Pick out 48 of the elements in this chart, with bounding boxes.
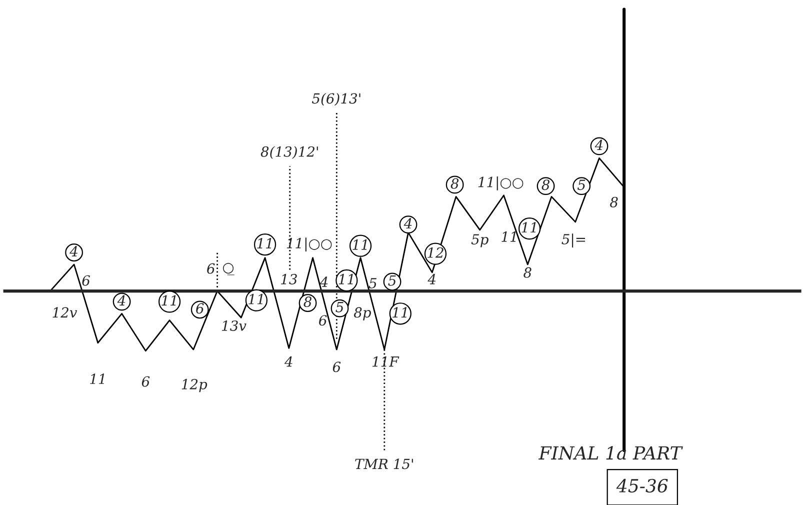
annotation: 5 [368, 278, 377, 288]
annotation: 11 [352, 239, 367, 250]
annotation: 5|= [562, 234, 586, 248]
annotation: 5p [471, 234, 488, 248]
annotation: 8 [524, 267, 532, 278]
annotation: 4 [320, 276, 328, 287]
text: TMR 15' [355, 458, 413, 470]
annotation: 8 [542, 180, 550, 190]
annotation: 11 [502, 231, 516, 242]
annotation: 13v [222, 320, 246, 331]
annotation: 4 [117, 295, 126, 306]
text: 45-36 [616, 478, 668, 493]
annotation: 13 [281, 274, 297, 284]
annotation: 8p [354, 307, 371, 320]
annotation: 4 [404, 218, 412, 228]
annotation: 6 [319, 315, 327, 326]
annotation: 11 [162, 295, 176, 306]
annotation: 11|○○ [286, 238, 332, 252]
text: 11F [372, 356, 400, 367]
text: 12p [182, 378, 208, 392]
annotation: 12 [428, 247, 444, 258]
annotation: 8 [304, 296, 312, 308]
annotation: 5 [577, 180, 586, 190]
text: 6 [332, 362, 341, 372]
text: 11 [90, 374, 104, 384]
annotation: 8 [610, 196, 618, 208]
annotation: 5 [388, 275, 396, 286]
annotation: 11 [522, 222, 536, 232]
annotation: 11 [392, 307, 406, 318]
annotation: 6 [196, 303, 204, 314]
annotation: 11 [338, 274, 353, 284]
annotation: 6 [207, 263, 215, 274]
annotation: 11 [248, 294, 263, 304]
annotation: 6 [82, 275, 90, 286]
annotation: 4 [70, 246, 78, 256]
annotation: ○̲ [222, 262, 234, 276]
text: 5(6)13' [312, 92, 360, 106]
annotation: 8(13)12' [260, 146, 318, 159]
text: 6 [142, 376, 150, 387]
annotation: 11|○○ [478, 176, 524, 190]
text: FINAL 1a PART [538, 446, 683, 460]
text: 4 [594, 140, 603, 150]
annotation: 5 [336, 302, 344, 312]
annotation: 11 [257, 238, 272, 248]
annotation: 8 [450, 178, 459, 189]
text: 4 [284, 356, 292, 367]
annotation: 12v [52, 307, 78, 318]
annotation: 4 [428, 274, 436, 284]
